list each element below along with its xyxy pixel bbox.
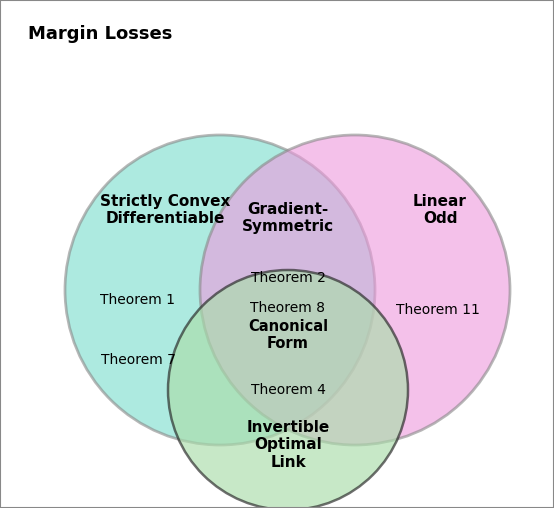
Circle shape xyxy=(200,135,510,445)
Text: Invertible
Optimal
Link: Invertible Optimal Link xyxy=(247,420,330,470)
Text: Theorem 1: Theorem 1 xyxy=(100,293,176,307)
Text: Theorem 7: Theorem 7 xyxy=(101,353,176,367)
Text: Linear
Odd: Linear Odd xyxy=(413,194,467,226)
Text: Theorem 4: Theorem 4 xyxy=(250,383,325,397)
Circle shape xyxy=(168,270,408,508)
Text: Margin Losses: Margin Losses xyxy=(28,25,172,43)
Text: Theorem 8: Theorem 8 xyxy=(250,301,326,315)
Circle shape xyxy=(65,135,375,445)
Text: Theorem 2: Theorem 2 xyxy=(250,271,325,285)
Text: Strictly Convex
Differentiable: Strictly Convex Differentiable xyxy=(100,194,230,226)
Text: Theorem 11: Theorem 11 xyxy=(396,303,480,317)
Text: Canonical
Form: Canonical Form xyxy=(248,319,328,351)
Text: Gradient-
Symmetric: Gradient- Symmetric xyxy=(242,202,334,234)
